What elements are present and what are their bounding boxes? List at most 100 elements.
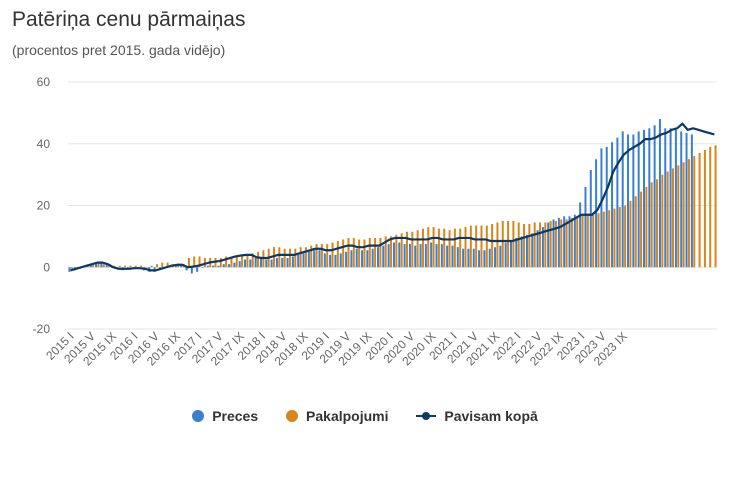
legend-item-kopa[interactable]: Pavisam kopā [416, 408, 538, 424]
bar-pakalpojumi [278, 247, 281, 268]
bar-pakalpojumi [570, 217, 573, 268]
bar-pakalpojumi [331, 242, 334, 268]
bar-preces [478, 250, 481, 268]
bar-preces [472, 248, 475, 268]
bar-preces [403, 244, 406, 268]
chart-subtitle: (procentos pret 2015. gada vidējo) [12, 42, 226, 58]
bar-preces [307, 251, 310, 268]
bar-preces [366, 250, 369, 268]
bar-preces [483, 250, 486, 268]
bar-pakalpojumi [358, 239, 361, 268]
bar-pakalpojumi [640, 191, 643, 268]
bar-pakalpojumi [421, 228, 424, 268]
bar-pakalpojumi [70, 267, 73, 269]
bar-preces [605, 146, 608, 268]
bar-preces [611, 142, 614, 268]
bar-preces [329, 254, 332, 268]
bar-pakalpojumi [246, 254, 249, 268]
chart-legend: Preces Pakalpojumi Pavisam kopā [0, 408, 730, 425]
bar-preces [334, 254, 337, 268]
bar-preces [345, 251, 348, 268]
bar-pakalpojumi [145, 267, 148, 268]
bar-preces [600, 148, 603, 268]
bar-pakalpojumi [517, 222, 520, 268]
bar-preces [350, 250, 353, 268]
bar-pakalpojumi [549, 220, 552, 268]
bar-preces [95, 262, 98, 268]
bar-pakalpojumi [427, 227, 430, 268]
legend-label-pakalpojumi: Pakalpojumi [306, 408, 389, 424]
bar-pakalpojumi [618, 207, 621, 268]
bar-preces [632, 134, 635, 268]
bar-preces [595, 159, 598, 268]
bar-pakalpojumi [315, 244, 318, 268]
bar-preces [451, 245, 454, 268]
bar-pakalpojumi [602, 211, 605, 268]
bar-pakalpojumi [363, 239, 366, 268]
bar-preces [568, 216, 571, 268]
bar-preces [323, 253, 326, 268]
bar-pakalpojumi [97, 263, 100, 268]
legend-item-pakalpojumi[interactable]: Pakalpojumi [286, 408, 389, 424]
bar-pakalpojumi [235, 256, 238, 268]
bar-pakalpojumi [533, 222, 536, 268]
bar-pakalpojumi [448, 230, 451, 268]
bar-pakalpojumi [565, 219, 568, 268]
bar-preces [504, 242, 507, 268]
bar-pakalpojumi [581, 214, 584, 268]
bar-pakalpojumi [299, 247, 302, 268]
bar-preces [382, 245, 385, 268]
bar-pakalpojumi [698, 153, 701, 268]
bar-preces [414, 245, 417, 268]
bar-preces [377, 247, 380, 268]
bar-preces [536, 230, 539, 268]
legend-label-preces: Preces [212, 408, 259, 424]
bar-pakalpojumi [326, 244, 329, 268]
bar-pakalpojumi [491, 224, 494, 268]
bar-preces [424, 244, 427, 268]
bar-pakalpojumi [102, 264, 105, 268]
bar-preces [435, 244, 438, 268]
bar-pakalpojumi [379, 237, 382, 268]
bar-preces [355, 248, 358, 268]
bar-pakalpojumi [656, 179, 659, 268]
bar-pakalpojumi [241, 254, 244, 268]
bar-preces [68, 267, 71, 272]
bar-preces [430, 242, 433, 268]
bar-preces [371, 248, 374, 268]
bar-preces [190, 267, 193, 274]
bar-pakalpojumi [469, 225, 472, 268]
bar-pakalpojumi [661, 174, 664, 268]
bar-preces [669, 128, 672, 268]
bar-pakalpojumi [507, 220, 510, 268]
bar-preces [547, 222, 550, 268]
bar-pakalpojumi [554, 220, 557, 268]
bar-preces [467, 248, 470, 268]
bar-pakalpojumi [693, 156, 696, 268]
bar-preces [685, 132, 688, 268]
bar-preces [201, 267, 204, 268]
bar-pakalpojumi [613, 208, 616, 268]
bar-pakalpojumi [384, 236, 387, 268]
bar-preces [541, 227, 544, 268]
bar-pakalpojumi [645, 186, 648, 268]
bar-preces [270, 259, 273, 268]
bar-pakalpojumi [624, 205, 627, 268]
bar-pakalpojumi [459, 228, 462, 268]
bar-preces [233, 262, 236, 268]
bar-pakalpojumi [92, 264, 95, 268]
bar-preces [392, 242, 395, 268]
bar-preces [579, 202, 582, 268]
bar-preces [408, 244, 411, 268]
bar-pakalpojumi [416, 230, 419, 268]
bar-preces [520, 236, 523, 268]
bar-preces [515, 237, 518, 268]
bar-preces [318, 250, 321, 268]
bar-pakalpojumi [501, 220, 504, 268]
bar-pakalpojumi [443, 228, 446, 268]
bar-pakalpojumi [374, 237, 377, 268]
bar-pakalpojumi [225, 256, 228, 268]
legend-label-kopa: Pavisam kopā [444, 408, 538, 424]
bar-pakalpojumi [166, 262, 169, 268]
legend-item-preces[interactable]: Preces [192, 408, 258, 424]
